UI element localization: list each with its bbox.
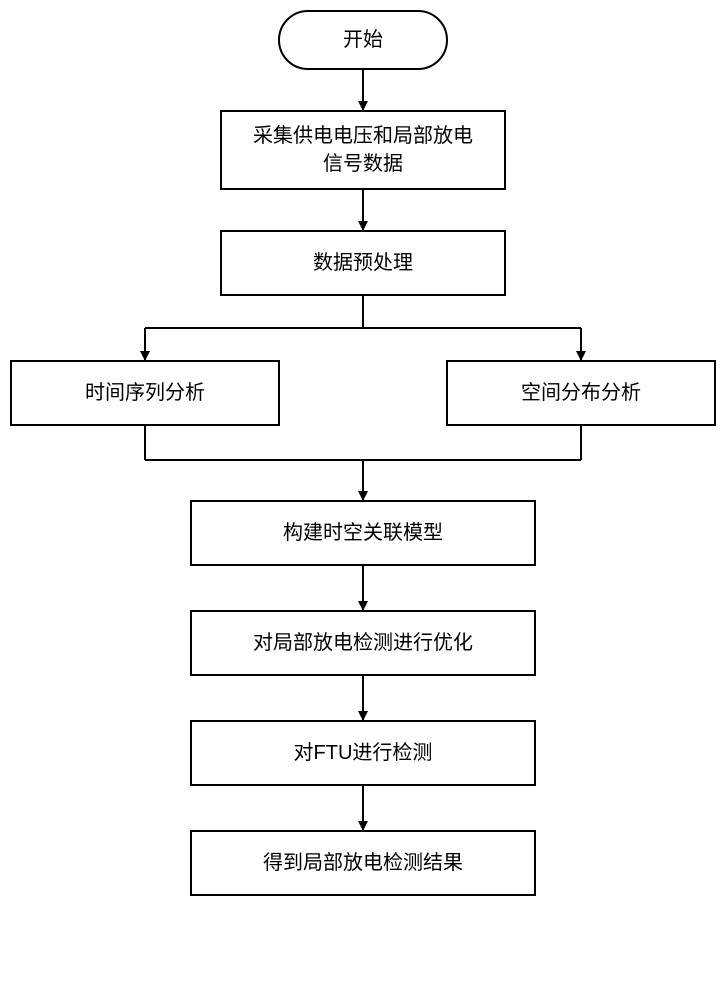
result-label: 得到局部放电检测结果 [259, 845, 467, 881]
detect-ftu-label: 对FTU进行检测 [290, 735, 437, 771]
time-analysis-node: 时间序列分析 [10, 360, 280, 426]
model-node: 构建时空关联模型 [190, 500, 536, 566]
model-label: 构建时空关联模型 [279, 515, 447, 551]
start-label: 开始 [339, 22, 387, 58]
preprocess-label: 数据预处理 [309, 245, 417, 281]
preprocess-node: 数据预处理 [220, 230, 506, 296]
result-node: 得到局部放电检测结果 [190, 830, 536, 896]
space-analysis-label: 空间分布分析 [517, 375, 645, 411]
time-analysis-label: 时间序列分析 [81, 375, 209, 411]
space-analysis-node: 空间分布分析 [446, 360, 716, 426]
start-node: 开始 [278, 10, 448, 70]
flowchart-canvas: 开始 采集供电电压和局部放电信号数据 数据预处理 时间序列分析 空间分布分析 构… [0, 0, 726, 1000]
optimize-node: 对局部放电检测进行优化 [190, 610, 536, 676]
collect-node: 采集供电电压和局部放电信号数据 [220, 110, 506, 190]
collect-label: 采集供电电压和局部放电信号数据 [249, 118, 477, 182]
optimize-label: 对局部放电检测进行优化 [249, 625, 477, 661]
detect-ftu-node: 对FTU进行检测 [190, 720, 536, 786]
